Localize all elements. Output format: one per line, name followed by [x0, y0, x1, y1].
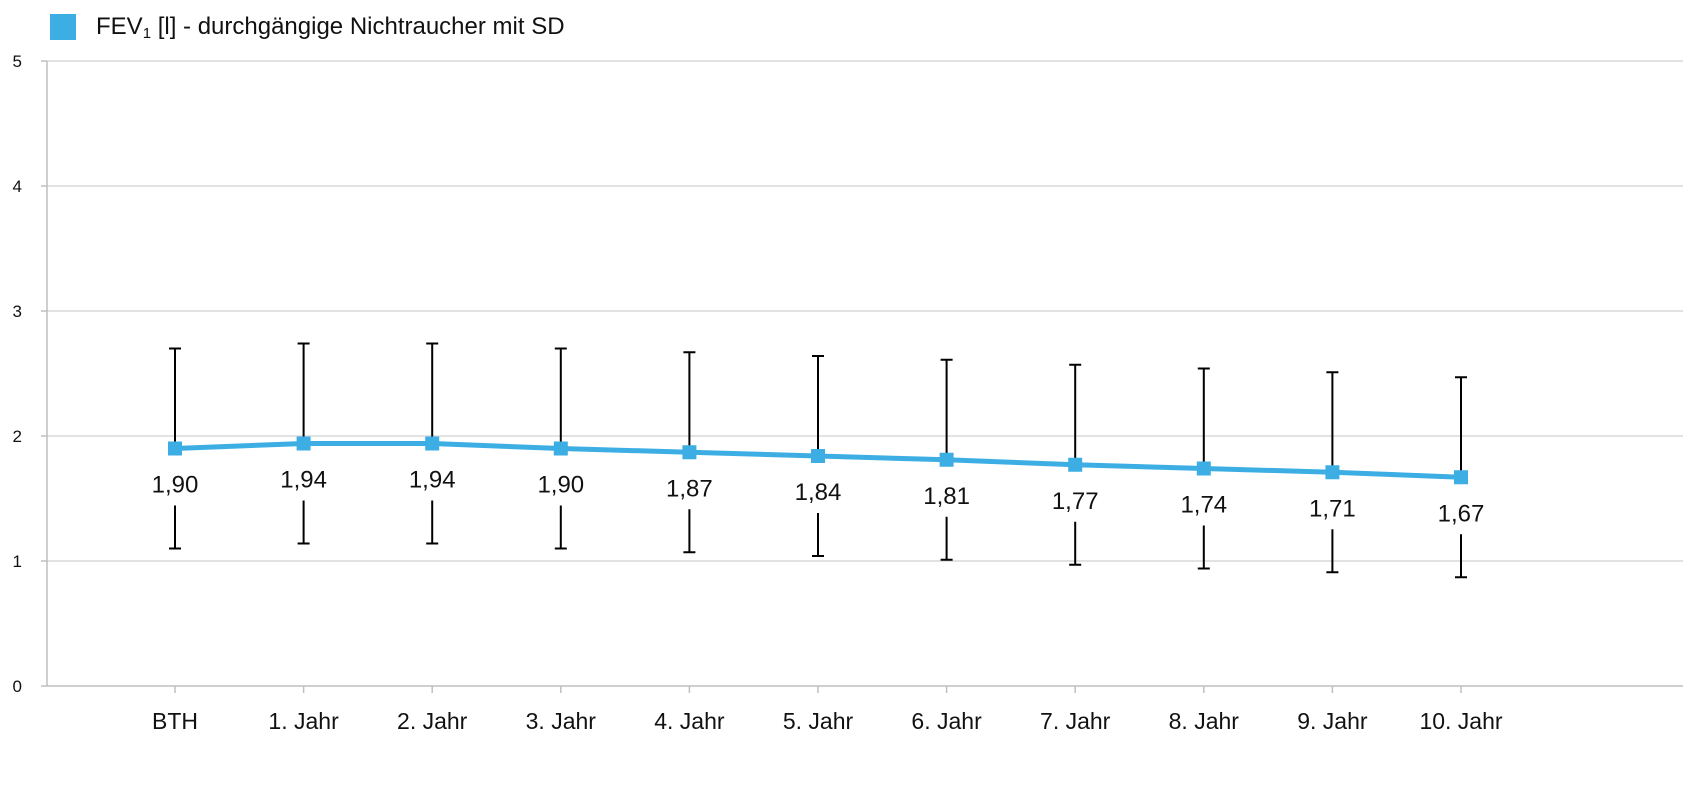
- data-labels: 1,90 1,94 1,94 1,90 1,87 1,84 1,81 1,77 1,74 1,71…: [152, 467, 1485, 528]
- y-tick-label: 5: [13, 52, 22, 71]
- legend: FEV1 [l] - durchgängige Nichtraucher mit…: [50, 12, 565, 42]
- x-tick-label: 5. Jahr: [783, 708, 854, 734]
- gridlines: [47, 60, 1683, 562]
- data-point: [1196, 461, 1211, 476]
- x-tick-label: BTH: [152, 708, 198, 734]
- x-tick-label: 9. Jahr: [1297, 708, 1368, 734]
- x-tick-label: 1. Jahr: [268, 708, 339, 734]
- axes: 0 1 2 3 4 5 BTH 1. Jahr 2. Jahr 3. Jahr 4. Jahr 5. …: [13, 52, 1683, 734]
- data-point: [939, 452, 954, 467]
- data-point: [1454, 470, 1468, 485]
- y-tick-label: 4: [13, 177, 22, 196]
- data-label: 1,94: [409, 467, 456, 494]
- legend-swatch: [50, 14, 76, 40]
- data-label: 1,71: [1309, 495, 1356, 522]
- data-point: [682, 445, 697, 460]
- y-tick-label: 2: [13, 427, 22, 446]
- legend-label: FEV1 [l] - durchgängige Nichtraucher mit…: [96, 12, 565, 42]
- y-tick-label: 0: [13, 677, 22, 696]
- data-point: [425, 436, 440, 451]
- data-label: 1,67: [1438, 500, 1485, 527]
- data-label: 1,74: [1180, 492, 1227, 519]
- data-point: [296, 436, 311, 451]
- data-label: 1,90: [152, 472, 199, 499]
- x-tick-label: 3. Jahr: [526, 708, 597, 734]
- data-label: 1,77: [1052, 488, 1099, 515]
- x-tick-label: 2. Jahr: [397, 708, 468, 734]
- data-point: [1325, 465, 1340, 480]
- x-tick-label: 4. Jahr: [654, 708, 725, 734]
- data-markers: [168, 436, 1468, 485]
- data-point: [168, 441, 182, 456]
- data-point: [811, 449, 825, 463]
- y-tick-label: 1: [13, 552, 22, 571]
- x-tick-label: 8. Jahr: [1169, 708, 1240, 734]
- error-bars: [169, 342, 1467, 579]
- y-tick-label: 3: [13, 302, 22, 321]
- data-point: [553, 441, 568, 456]
- data-label: 1,81: [923, 483, 970, 510]
- x-tick-label: 6. Jahr: [911, 708, 982, 734]
- data-label: 1,94: [280, 467, 327, 494]
- x-tick-label: 10. Jahr: [1419, 708, 1502, 734]
- data-point: [1068, 457, 1083, 472]
- data-label: 1,87: [666, 475, 713, 502]
- data-label: 1,84: [795, 479, 842, 506]
- x-tick-label: 7. Jahr: [1040, 708, 1111, 734]
- data-label: 1,90: [537, 472, 584, 499]
